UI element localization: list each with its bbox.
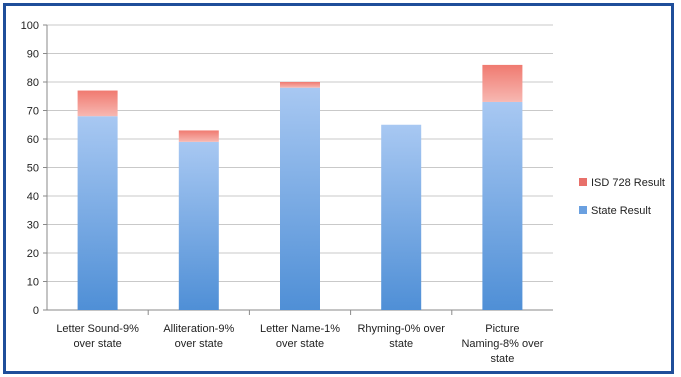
legend-swatch xyxy=(579,178,587,186)
axis-labels: 0 10 20 30 40 50 60 70 80 90 100 Letter Sound-9% ove… xyxy=(21,20,544,365)
y-tick-label: 90 xyxy=(27,49,39,61)
y-tick-label: 50 xyxy=(27,163,39,175)
y-tick-label: 70 xyxy=(27,106,39,118)
y-tick-label: 10 xyxy=(27,277,39,289)
legend-label: State Result xyxy=(591,205,651,217)
y-tick-label: 100 xyxy=(21,20,39,32)
bar-state-result xyxy=(178,141,219,310)
bar-isd-728-result xyxy=(77,90,118,117)
x-category-label: Letter Name-1% over state xyxy=(260,323,340,350)
legend-label: ISD 728 Result xyxy=(591,177,665,189)
y-tick-label: 0 xyxy=(33,305,39,317)
bar-isd-728-result xyxy=(280,82,320,88)
bar-state-result xyxy=(482,101,523,310)
bar-isd-728-result xyxy=(482,64,523,102)
x-category-label: Picture Naming-8% over state xyxy=(461,323,543,365)
y-tick-label: 20 xyxy=(27,248,39,260)
x-category-label: Rhyming-0% over state xyxy=(357,323,445,350)
y-tick-label: 30 xyxy=(27,220,39,232)
y-tick-label: 80 xyxy=(27,77,39,89)
bars xyxy=(77,64,523,310)
y-tick-label: 60 xyxy=(27,134,39,146)
bar-isd-728-result xyxy=(178,130,219,142)
gridlines xyxy=(47,24,553,282)
x-category-label: Alliteration-9% over state xyxy=(163,323,234,350)
bar-state-result xyxy=(77,116,118,310)
x-category-label: Letter Sound-9% over state xyxy=(56,323,139,350)
legend-swatch xyxy=(579,206,587,214)
bar-state-result xyxy=(381,124,422,310)
legend: ISD 728 Result State Result xyxy=(579,177,665,217)
bar-state-result xyxy=(280,87,320,310)
y-tick-label: 40 xyxy=(27,191,39,203)
